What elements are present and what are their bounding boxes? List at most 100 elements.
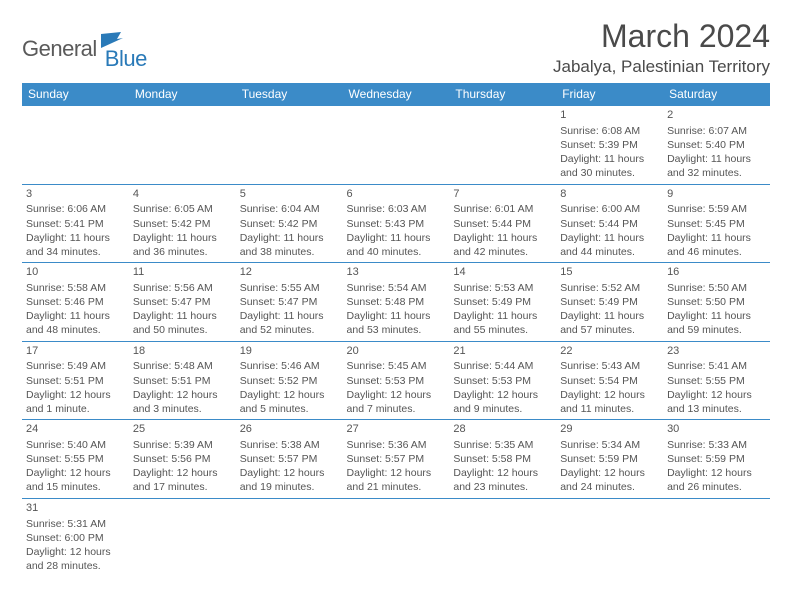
calendar-cell: 16Sunrise: 5:50 AMSunset: 5:50 PMDayligh…	[663, 263, 770, 342]
cell-text: and 3 minutes.	[133, 402, 232, 416]
cell-text: Sunset: 5:41 PM	[26, 217, 125, 231]
cell-text: Sunset: 5:49 PM	[453, 295, 552, 309]
day-number: 10	[26, 265, 125, 280]
cell-text: Sunset: 5:42 PM	[240, 217, 339, 231]
calendar-cell: 11Sunrise: 5:56 AMSunset: 5:47 PMDayligh…	[129, 263, 236, 342]
cell-text: Sunrise: 6:07 AM	[667, 124, 766, 138]
page-title: March 2024	[553, 18, 770, 55]
weekday-header: Wednesday	[343, 83, 450, 106]
day-number: 3	[26, 187, 125, 202]
cell-text: Daylight: 12 hours	[560, 466, 659, 480]
calendar-cell: 27Sunrise: 5:36 AMSunset: 5:57 PMDayligh…	[343, 420, 450, 499]
calendar-cell: 18Sunrise: 5:48 AMSunset: 5:51 PMDayligh…	[129, 341, 236, 420]
calendar-cell: 6Sunrise: 6:03 AMSunset: 5:43 PMDaylight…	[343, 184, 450, 263]
cell-text: and 23 minutes.	[453, 480, 552, 494]
cell-text: Sunset: 5:40 PM	[667, 138, 766, 152]
cell-text: Sunrise: 5:43 AM	[560, 359, 659, 373]
table-row: 1Sunrise: 6:08 AMSunset: 5:39 PMDaylight…	[22, 106, 770, 185]
calendar-cell	[343, 106, 450, 185]
cell-text: Sunset: 5:53 PM	[453, 374, 552, 388]
weekday-header: Saturday	[663, 83, 770, 106]
cell-text: Daylight: 11 hours	[26, 309, 125, 323]
cell-text: Sunrise: 5:33 AM	[667, 438, 766, 452]
cell-text: Daylight: 12 hours	[667, 466, 766, 480]
cell-text: Daylight: 12 hours	[453, 466, 552, 480]
day-number: 27	[347, 422, 446, 437]
cell-text: and 52 minutes.	[240, 323, 339, 337]
cell-text: and 48 minutes.	[26, 323, 125, 337]
cell-text: Sunrise: 5:44 AM	[453, 359, 552, 373]
cell-text: Sunrise: 5:48 AM	[133, 359, 232, 373]
calendar-cell	[663, 498, 770, 576]
day-number: 24	[26, 422, 125, 437]
calendar-cell: 22Sunrise: 5:43 AMSunset: 5:54 PMDayligh…	[556, 341, 663, 420]
cell-text: Sunrise: 5:40 AM	[26, 438, 125, 452]
cell-text: Daylight: 11 hours	[667, 231, 766, 245]
cell-text: Sunset: 5:42 PM	[133, 217, 232, 231]
cell-text: Daylight: 12 hours	[453, 388, 552, 402]
cell-text: Daylight: 11 hours	[560, 309, 659, 323]
cell-text: Sunrise: 6:06 AM	[26, 202, 125, 216]
cell-text: Sunrise: 5:53 AM	[453, 281, 552, 295]
cell-text: and 46 minutes.	[667, 245, 766, 259]
cell-text: and 59 minutes.	[667, 323, 766, 337]
weekday-header: Monday	[129, 83, 236, 106]
table-row: 10Sunrise: 5:58 AMSunset: 5:46 PMDayligh…	[22, 263, 770, 342]
cell-text: and 24 minutes.	[560, 480, 659, 494]
cell-text: Sunset: 5:51 PM	[26, 374, 125, 388]
day-number: 26	[240, 422, 339, 437]
calendar-body: 1Sunrise: 6:08 AMSunset: 5:39 PMDaylight…	[22, 106, 770, 577]
cell-text: Daylight: 12 hours	[240, 466, 339, 480]
day-number: 16	[667, 265, 766, 280]
cell-text: and 19 minutes.	[240, 480, 339, 494]
cell-text: Sunset: 5:45 PM	[667, 217, 766, 231]
cell-text: Sunrise: 5:59 AM	[667, 202, 766, 216]
cell-text: Sunrise: 5:39 AM	[133, 438, 232, 452]
cell-text: and 17 minutes.	[133, 480, 232, 494]
cell-text: and 11 minutes.	[560, 402, 659, 416]
cell-text: and 5 minutes.	[240, 402, 339, 416]
cell-text: Sunset: 5:55 PM	[667, 374, 766, 388]
day-number: 28	[453, 422, 552, 437]
cell-text: Daylight: 11 hours	[347, 231, 446, 245]
calendar-cell	[129, 106, 236, 185]
cell-text: Daylight: 11 hours	[560, 231, 659, 245]
cell-text: Sunrise: 5:41 AM	[667, 359, 766, 373]
cell-text: and 15 minutes.	[26, 480, 125, 494]
cell-text: Sunset: 5:58 PM	[453, 452, 552, 466]
day-number: 20	[347, 344, 446, 359]
cell-text: and 38 minutes.	[240, 245, 339, 259]
table-row: 17Sunrise: 5:49 AMSunset: 5:51 PMDayligh…	[22, 341, 770, 420]
table-row: 31Sunrise: 5:31 AMSunset: 6:00 PMDayligh…	[22, 498, 770, 576]
cell-text: Sunset: 5:54 PM	[560, 374, 659, 388]
cell-text: and 13 minutes.	[667, 402, 766, 416]
cell-text: Sunset: 5:59 PM	[667, 452, 766, 466]
calendar-cell: 29Sunrise: 5:34 AMSunset: 5:59 PMDayligh…	[556, 420, 663, 499]
cell-text: and 7 minutes.	[347, 402, 446, 416]
calendar-cell: 19Sunrise: 5:46 AMSunset: 5:52 PMDayligh…	[236, 341, 343, 420]
cell-text: and 55 minutes.	[453, 323, 552, 337]
cell-text: Sunset: 5:44 PM	[560, 217, 659, 231]
calendar-cell: 2Sunrise: 6:07 AMSunset: 5:40 PMDaylight…	[663, 106, 770, 185]
cell-text: and 44 minutes.	[560, 245, 659, 259]
day-number: 14	[453, 265, 552, 280]
calendar-cell: 17Sunrise: 5:49 AMSunset: 5:51 PMDayligh…	[22, 341, 129, 420]
cell-text: Sunset: 6:00 PM	[26, 531, 125, 545]
calendar-table: SundayMondayTuesdayWednesdayThursdayFrid…	[22, 83, 770, 576]
day-number: 19	[240, 344, 339, 359]
cell-text: Sunrise: 5:45 AM	[347, 359, 446, 373]
cell-text: Sunrise: 6:08 AM	[560, 124, 659, 138]
day-number: 9	[667, 187, 766, 202]
cell-text: Sunrise: 5:35 AM	[453, 438, 552, 452]
cell-text: Sunset: 5:56 PM	[133, 452, 232, 466]
cell-text: and 1 minute.	[26, 402, 125, 416]
cell-text: Daylight: 11 hours	[453, 309, 552, 323]
cell-text: Daylight: 11 hours	[667, 309, 766, 323]
day-number: 30	[667, 422, 766, 437]
calendar-cell: 9Sunrise: 5:59 AMSunset: 5:45 PMDaylight…	[663, 184, 770, 263]
cell-text: Sunset: 5:46 PM	[26, 295, 125, 309]
calendar-cell	[129, 498, 236, 576]
cell-text: Daylight: 11 hours	[347, 309, 446, 323]
day-number: 12	[240, 265, 339, 280]
calendar-cell	[343, 498, 450, 576]
